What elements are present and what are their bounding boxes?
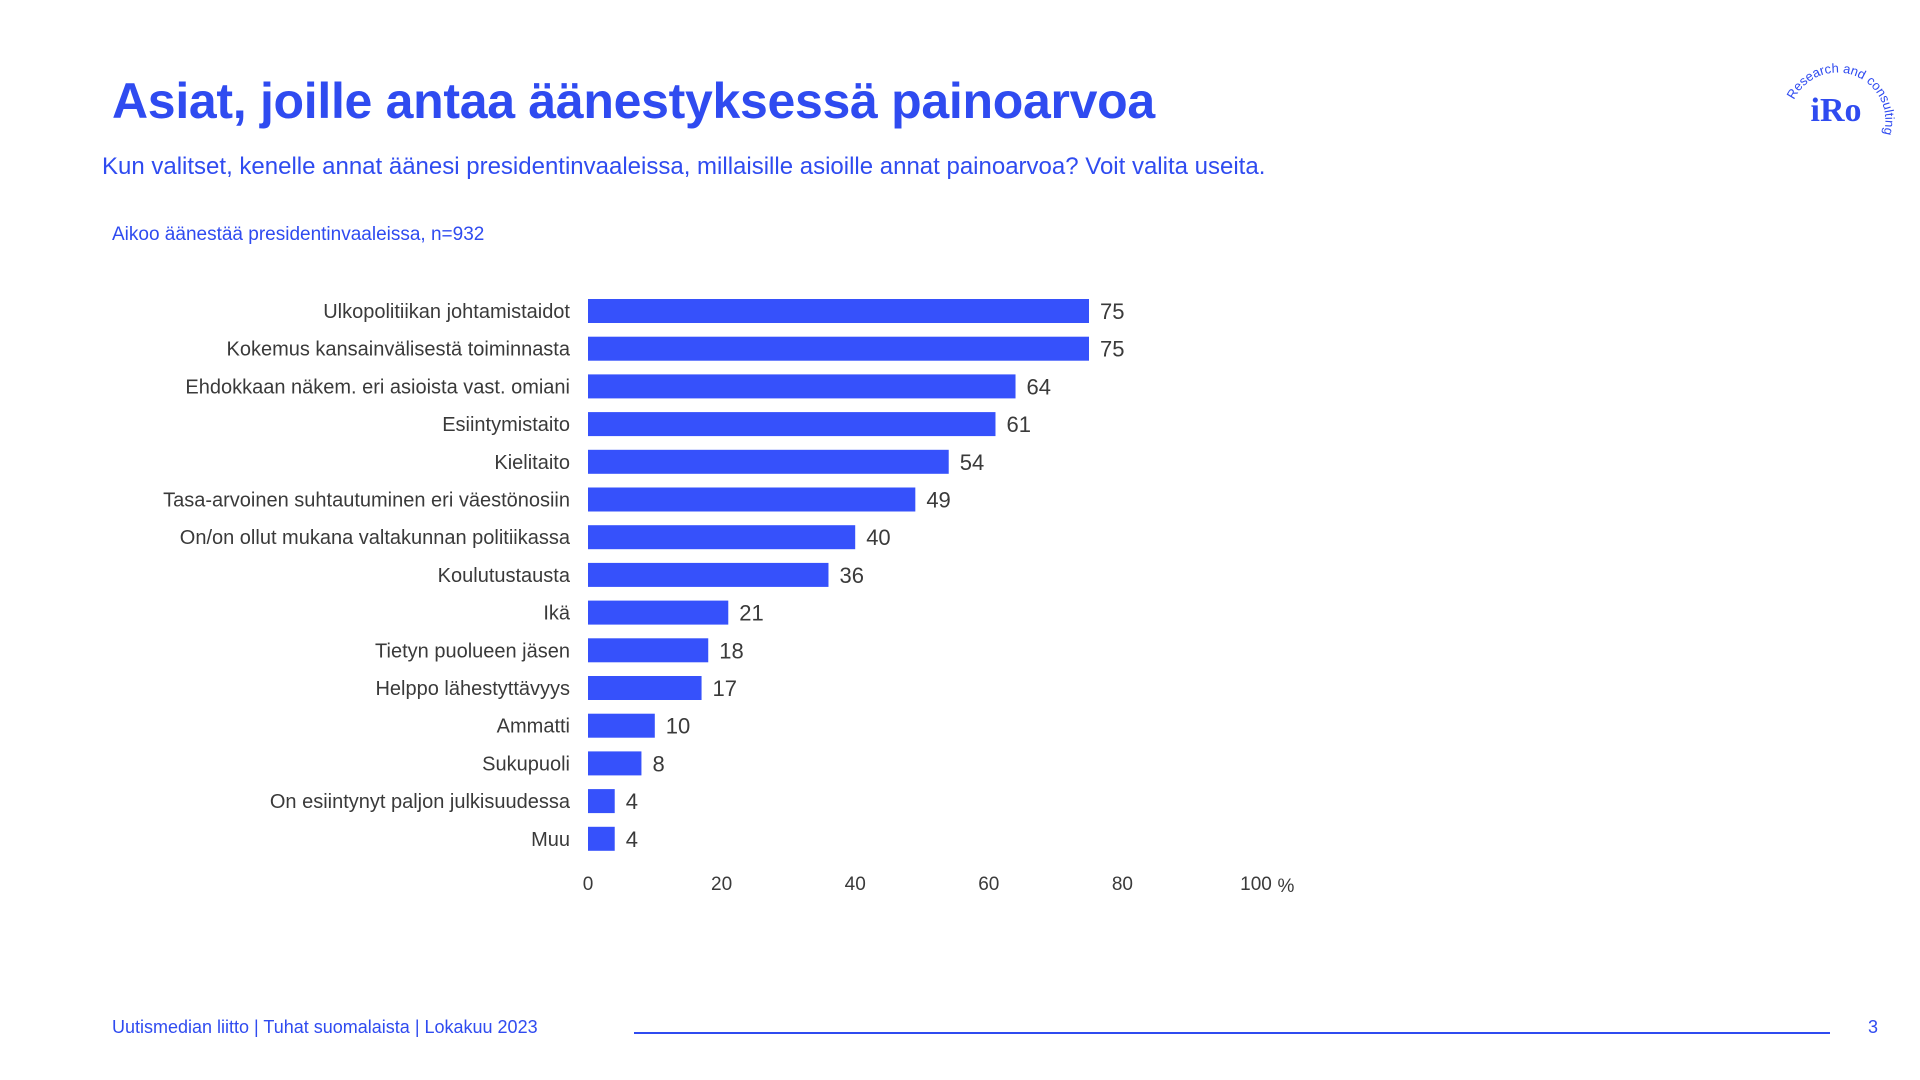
page-number: 3 <box>1868 1017 1879 1037</box>
data-label: 21 <box>739 601 763 626</box>
data-label: 64 <box>1027 374 1051 399</box>
category-label: Koulutustausta <box>438 565 571 587</box>
data-label: 75 <box>1100 299 1124 324</box>
category-label: Ammatti <box>497 716 570 738</box>
footer-source: Uutismedian liitto | Tuhat suomalaista |… <box>112 1017 538 1037</box>
data-label: 61 <box>1006 412 1030 437</box>
iro-logo: Research and consulting iRo <box>1783 60 1897 136</box>
bar <box>588 299 1089 323</box>
category-label: On/on ollut mukana valtakunnan politiika… <box>180 527 571 549</box>
data-label: 4 <box>626 827 638 852</box>
category-label: Muu <box>531 829 570 851</box>
data-label: 49 <box>926 488 950 513</box>
bar <box>588 789 615 814</box>
data-label: 54 <box>960 450 984 475</box>
bar <box>588 412 996 437</box>
bar <box>588 525 856 550</box>
bar <box>588 449 949 474</box>
logo-mark: iRo <box>1811 92 1862 129</box>
data-label: 17 <box>713 676 737 701</box>
category-label: On esiintynyt paljon julkisuudessa <box>270 791 571 813</box>
x-unit-label: % <box>1278 876 1295 897</box>
question-subtitle: Kun valitset, kenelle annat äänesi presi… <box>102 153 1266 180</box>
bar <box>588 374 1016 399</box>
category-label: Ikä <box>543 603 571 625</box>
category-label: Esiintymistaito <box>442 414 570 436</box>
data-label: 4 <box>626 789 638 814</box>
bar <box>588 676 702 700</box>
category-label: Kokemus kansainvälisestä toiminnasta <box>226 339 570 361</box>
x-tick-label: 0 <box>583 874 594 895</box>
data-label: 10 <box>666 714 690 739</box>
data-label: 75 <box>1100 337 1124 362</box>
category-label: Tasa-arvoinen suhtautuminen eri väestöno… <box>163 490 570 512</box>
category-label: Ehdokkaan näkem. eri asioista vast. omia… <box>185 376 570 398</box>
x-tick-label: 80 <box>1112 874 1133 895</box>
data-label: 18 <box>719 638 743 663</box>
category-label: Tietyn puolueen jäsen <box>375 640 570 662</box>
x-tick-label: 40 <box>845 874 866 895</box>
x-tick-label: 20 <box>711 874 732 895</box>
bar <box>588 336 1089 361</box>
page-title: Asiat, joille antaa äänestyksessä painoa… <box>112 73 1155 129</box>
bar <box>588 562 829 587</box>
x-tick-label: 100 <box>1240 874 1272 895</box>
category-label: Ulkopolitiikan johtamistaidot <box>323 301 570 323</box>
x-tick-label: 60 <box>978 874 999 895</box>
base-label: Aikoo äänestää presidentinvaaleissa, n=9… <box>112 224 485 245</box>
category-label: Sukupuoli <box>482 753 570 775</box>
data-label: 40 <box>866 525 890 550</box>
bar <box>588 826 615 851</box>
data-label: 36 <box>839 563 863 588</box>
bar <box>588 600 729 625</box>
bar <box>588 638 709 663</box>
category-label: Kielitaito <box>494 452 570 474</box>
category-label: Helppo lähestyttävyys <box>375 678 570 700</box>
footer-divider <box>634 1032 1830 1034</box>
bar <box>588 487 916 512</box>
data-label: 8 <box>652 751 664 776</box>
bar <box>588 713 655 738</box>
bar <box>588 751 642 776</box>
